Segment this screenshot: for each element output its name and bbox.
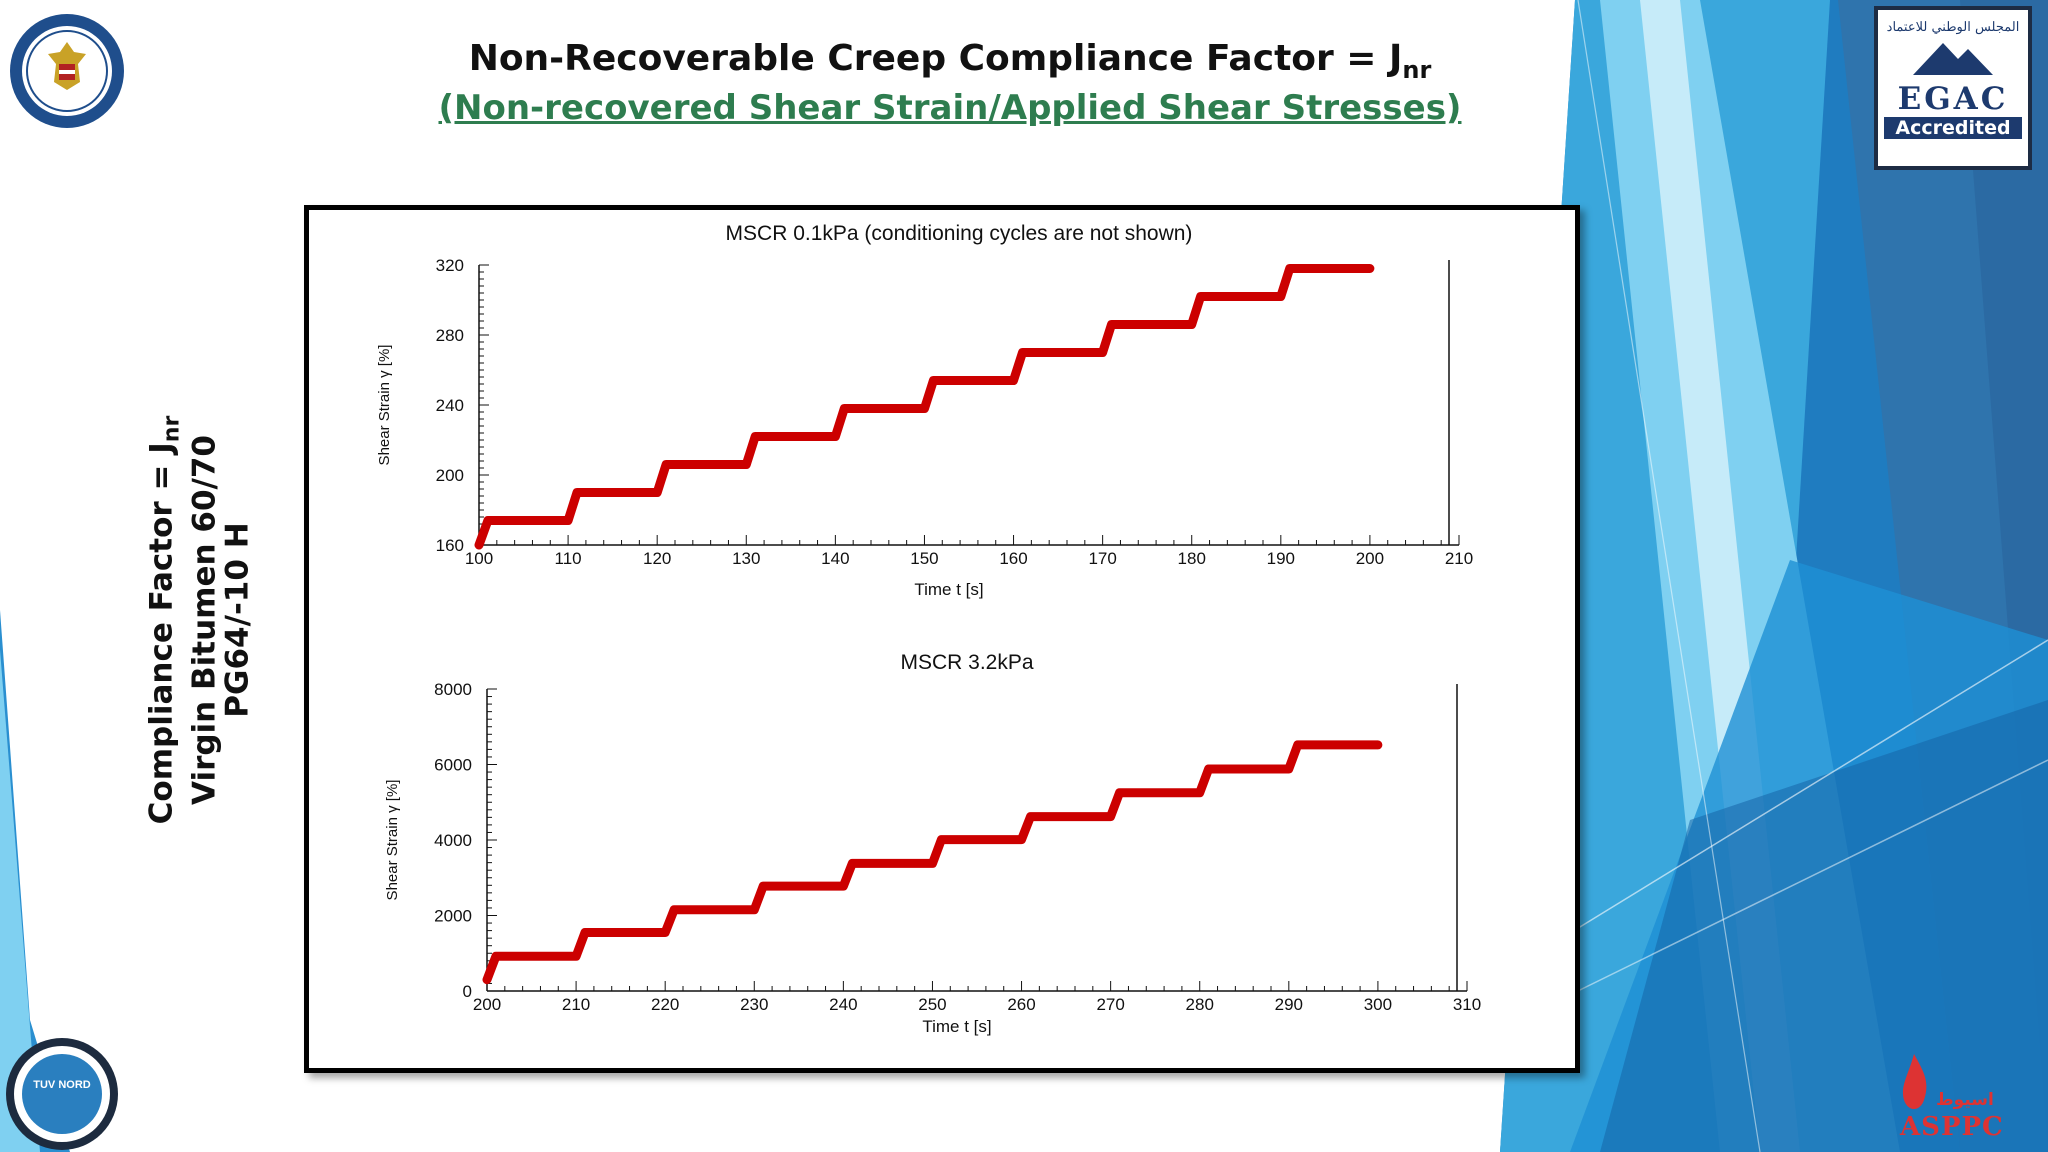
chart2-x-tick-label: 280 — [1186, 995, 1214, 1014]
chart2-x-tick-label: 260 — [1007, 995, 1035, 1014]
chart2-x-label: Time t [s] — [922, 1017, 991, 1036]
chart1-x-tick-label: 150 — [910, 549, 938, 568]
chart-frame: MSCR 0.1kPa (conditioning cycles are not… — [304, 205, 1580, 1073]
chart2-y-tick-label: 4000 — [434, 831, 472, 850]
chart1-x-label: Time t [s] — [914, 580, 983, 599]
side-label-line1-text: Compliance Factor = J — [143, 442, 180, 825]
chart2-y-tick-label: 6000 — [434, 756, 472, 775]
egac-logo: المجلس الوطني للاعتماد EGAC Accredited — [1874, 6, 2032, 170]
chart2-title: MSCR 3.2kPa — [900, 651, 1033, 674]
egac-accredited: Accredited — [1884, 117, 2022, 139]
chart2-y-tick-label: 2000 — [434, 907, 472, 926]
chart1-x-tick-label: 140 — [821, 549, 849, 568]
chart1-x-tick-label: 190 — [1267, 549, 1295, 568]
chart1-x-tick-label: 210 — [1445, 549, 1473, 568]
chart1-y-tick-label: 320 — [436, 256, 464, 275]
chart1-y-tick-label: 160 — [436, 536, 464, 555]
chart2-y-tick-label: 8000 — [434, 680, 472, 699]
egac-text: EGAC — [1897, 81, 2009, 117]
chart2-x-tick-label: 250 — [918, 995, 946, 1014]
chart2-x-tick-label: 210 — [562, 995, 590, 1014]
chart2-series-line — [482, 740, 1383, 985]
chart1-x-tick-label: 120 — [643, 549, 671, 568]
chart2-x-tick-label: 230 — [740, 995, 768, 1014]
aspc-text: ASPPC — [1900, 1112, 2004, 1142]
chart1-y-tick-label: 200 — [436, 466, 464, 485]
title-subscript: nr — [1402, 56, 1432, 85]
chart2-x-tick-label: 220 — [651, 995, 679, 1014]
title-main-text: Non-Recoverable Creep Compliance Factor … — [468, 38, 1403, 79]
tuv-logo: TUV NORD — [6, 1038, 118, 1150]
egac-arabic: المجلس الوطني للاعتماد — [1886, 20, 2020, 35]
chart1-y-tick-label: 280 — [436, 326, 464, 345]
chart2-x-tick-label: 300 — [1364, 995, 1392, 1014]
chart2-x-tick-label: 310 — [1453, 995, 1481, 1014]
side-label-line2: Virgin Bitumen 60/70 — [186, 435, 223, 805]
ministry-logo — [10, 14, 124, 128]
tuv-text: TUV NORD — [33, 1079, 91, 1091]
page-subtitle: (Non-recovered Shear Strain/Applied Shea… — [438, 88, 1462, 128]
chart1-x-tick-label: 180 — [1178, 549, 1206, 568]
side-label-line1: Compliance Factor = Jnr — [143, 415, 188, 825]
chart2-y-tick-label: 0 — [463, 982, 472, 1001]
egac-mountain-icon — [1913, 43, 1993, 75]
chart2-x-tick-label: 270 — [1096, 995, 1124, 1014]
aspc-logo: اسيوط ASPPC — [1888, 1052, 2028, 1142]
charts-canvas: MSCR 0.1kPa (conditioning cycles are not… — [376, 222, 1481, 1036]
page-title: Non-Recoverable Creep Compliance Factor … — [420, 38, 1480, 84]
chart1-x-tick-label: 100 — [465, 549, 493, 568]
chart1-x-tick-label: 160 — [999, 549, 1027, 568]
chart2-x-tick-label: 200 — [473, 995, 501, 1014]
chart1-y-tick-label: 240 — [436, 396, 464, 415]
chart2-x-tick-label: 240 — [829, 995, 857, 1014]
aspc-arabic: اسيوط — [1936, 1090, 1994, 1110]
chart2-y-label: Shear Strain γ [%] — [384, 780, 401, 901]
side-label-line3: PG64/-10 H — [219, 522, 256, 718]
chart1-x-tick-label: 110 — [555, 549, 582, 568]
chart1-y-label: Shear Strain γ [%] — [376, 345, 393, 466]
flame-icon — [1902, 1054, 1927, 1109]
side-label-line1-sub: nr — [159, 415, 185, 443]
chart2-x-tick-label: 290 — [1275, 995, 1303, 1014]
chart1-series-line — [474, 264, 1375, 550]
chart1-x-tick-label: 170 — [1088, 549, 1116, 568]
chart1-x-tick-label: 200 — [1356, 549, 1384, 568]
chart1-title: MSCR 0.1kPa (conditioning cycles are not… — [726, 222, 1193, 245]
chart1-x-tick-label: 130 — [732, 549, 760, 568]
